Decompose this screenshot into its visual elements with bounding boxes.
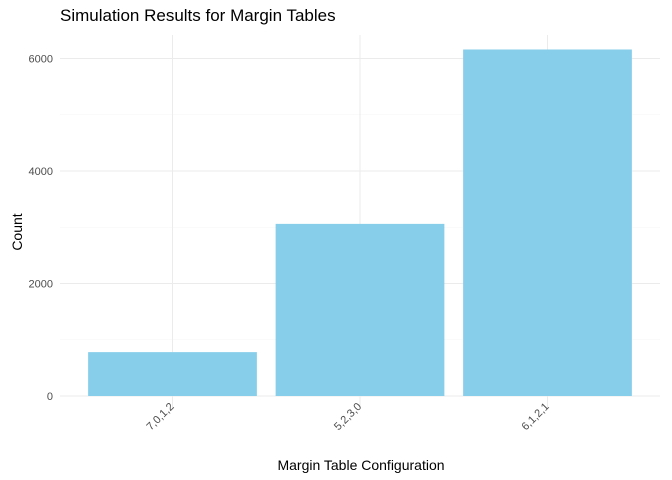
y-tick-label: 0 <box>47 391 53 403</box>
bar <box>275 223 445 396</box>
x-tick-label: 5,2,3,0 <box>332 401 364 433</box>
bar <box>88 352 257 396</box>
y-tick-labels: 0 2000 4000 6000 <box>29 54 53 404</box>
y-tick-label: 4000 <box>29 166 53 178</box>
y-tick-label: 2000 <box>29 279 53 291</box>
x-tick-labels: 7,0,1,2 5,2,3,0 6,1,2,1 <box>144 401 551 433</box>
x-tick-label: 7,0,1,2 <box>144 401 176 433</box>
bar <box>463 49 632 396</box>
chart-title: Simulation Results for Margin Tables <box>60 6 336 25</box>
y-tick-label: 6000 <box>29 54 53 66</box>
bars <box>88 49 632 396</box>
x-tick-label: 6,1,2,1 <box>519 401 551 433</box>
x-axis-label: Margin Table Configuration <box>277 457 445 473</box>
